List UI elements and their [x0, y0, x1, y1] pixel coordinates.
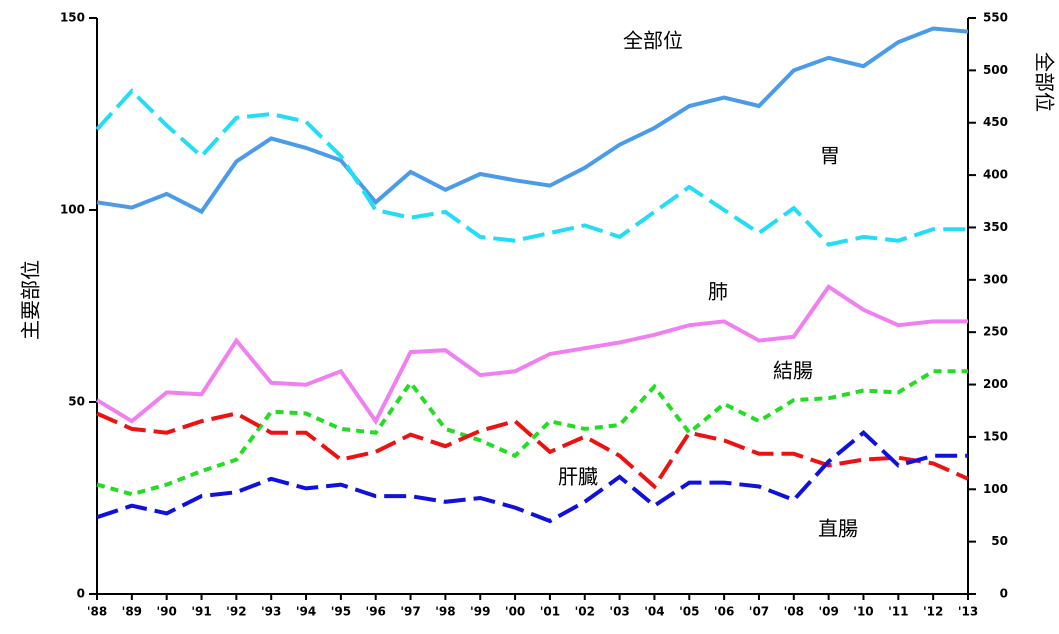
- x-tick-label: '07: [749, 605, 769, 619]
- y-tick-label: 150: [60, 11, 85, 25]
- y2-tick-label: 0: [1000, 587, 1008, 601]
- y2-tick-label: 450: [983, 115, 1008, 129]
- y2-axis-label: 全部位: [1033, 52, 1057, 112]
- y2-tick-label: 300: [983, 272, 1008, 286]
- series-line: [95, 284, 968, 426]
- x-tick-label: '04: [644, 605, 664, 619]
- x-tick-label: '95: [331, 605, 351, 619]
- x-tick-label: '90: [156, 605, 176, 619]
- x-tick-label: '10: [853, 605, 873, 619]
- series-line: [96, 26, 969, 215]
- x-tick-label: '05: [679, 605, 699, 619]
- y-tick-label: 100: [60, 203, 85, 217]
- x-tick-label: '94: [296, 605, 316, 619]
- y2-tick-label: 50: [991, 534, 1008, 548]
- x-tick-label: '96: [366, 605, 386, 619]
- y2-tick-label: 100: [983, 482, 1008, 496]
- series-label: 結腸: [773, 359, 813, 383]
- x-tick-label: '09: [818, 605, 838, 619]
- x-tick-label: '93: [261, 605, 281, 619]
- series-line: [95, 88, 968, 247]
- series-label: 全部位: [623, 29, 683, 53]
- y2-tick-label: 550: [983, 11, 1008, 25]
- x-tick-label: '88: [87, 605, 107, 619]
- series-line: [96, 430, 968, 524]
- x-tick-label: '06: [714, 605, 734, 619]
- x-tick-label: '13: [958, 605, 978, 619]
- x-tick-label: '99: [470, 605, 490, 619]
- x-tick-label: '00: [505, 605, 525, 619]
- x-tick-label: '01: [540, 605, 560, 619]
- y2-tick-label: 350: [983, 220, 1008, 234]
- y2-tick-label: 200: [983, 377, 1008, 391]
- y2-tick-label: 150: [983, 429, 1008, 443]
- x-tick-label: '12: [923, 605, 943, 619]
- y-tick-label: 0: [77, 587, 85, 601]
- x-tick-label: '91: [191, 605, 211, 619]
- y2-tick-label: 250: [983, 325, 1008, 339]
- series-label: 胃: [820, 144, 840, 168]
- y2-tick-label: 400: [983, 168, 1008, 182]
- x-tick-label: '08: [784, 605, 804, 619]
- x-tick-label: '11: [888, 605, 908, 619]
- y2-tick-label: 500: [983, 63, 1008, 77]
- series-line: [96, 411, 969, 490]
- series-label: 肺: [708, 280, 728, 304]
- y-axis-label: 主要部位: [19, 260, 43, 340]
- x-tick-label: '98: [435, 605, 455, 619]
- x-tick-label: '02: [575, 605, 595, 619]
- x-tick-label: '89: [122, 605, 142, 619]
- x-tick-label: '97: [400, 605, 420, 619]
- series-line: [96, 369, 968, 497]
- y-tick-label: 50: [68, 395, 85, 409]
- x-tick-label: '03: [609, 605, 629, 619]
- series-label: 肝臓: [558, 465, 598, 489]
- x-tick-label: '92: [226, 605, 246, 619]
- series-label: 直腸: [818, 517, 858, 541]
